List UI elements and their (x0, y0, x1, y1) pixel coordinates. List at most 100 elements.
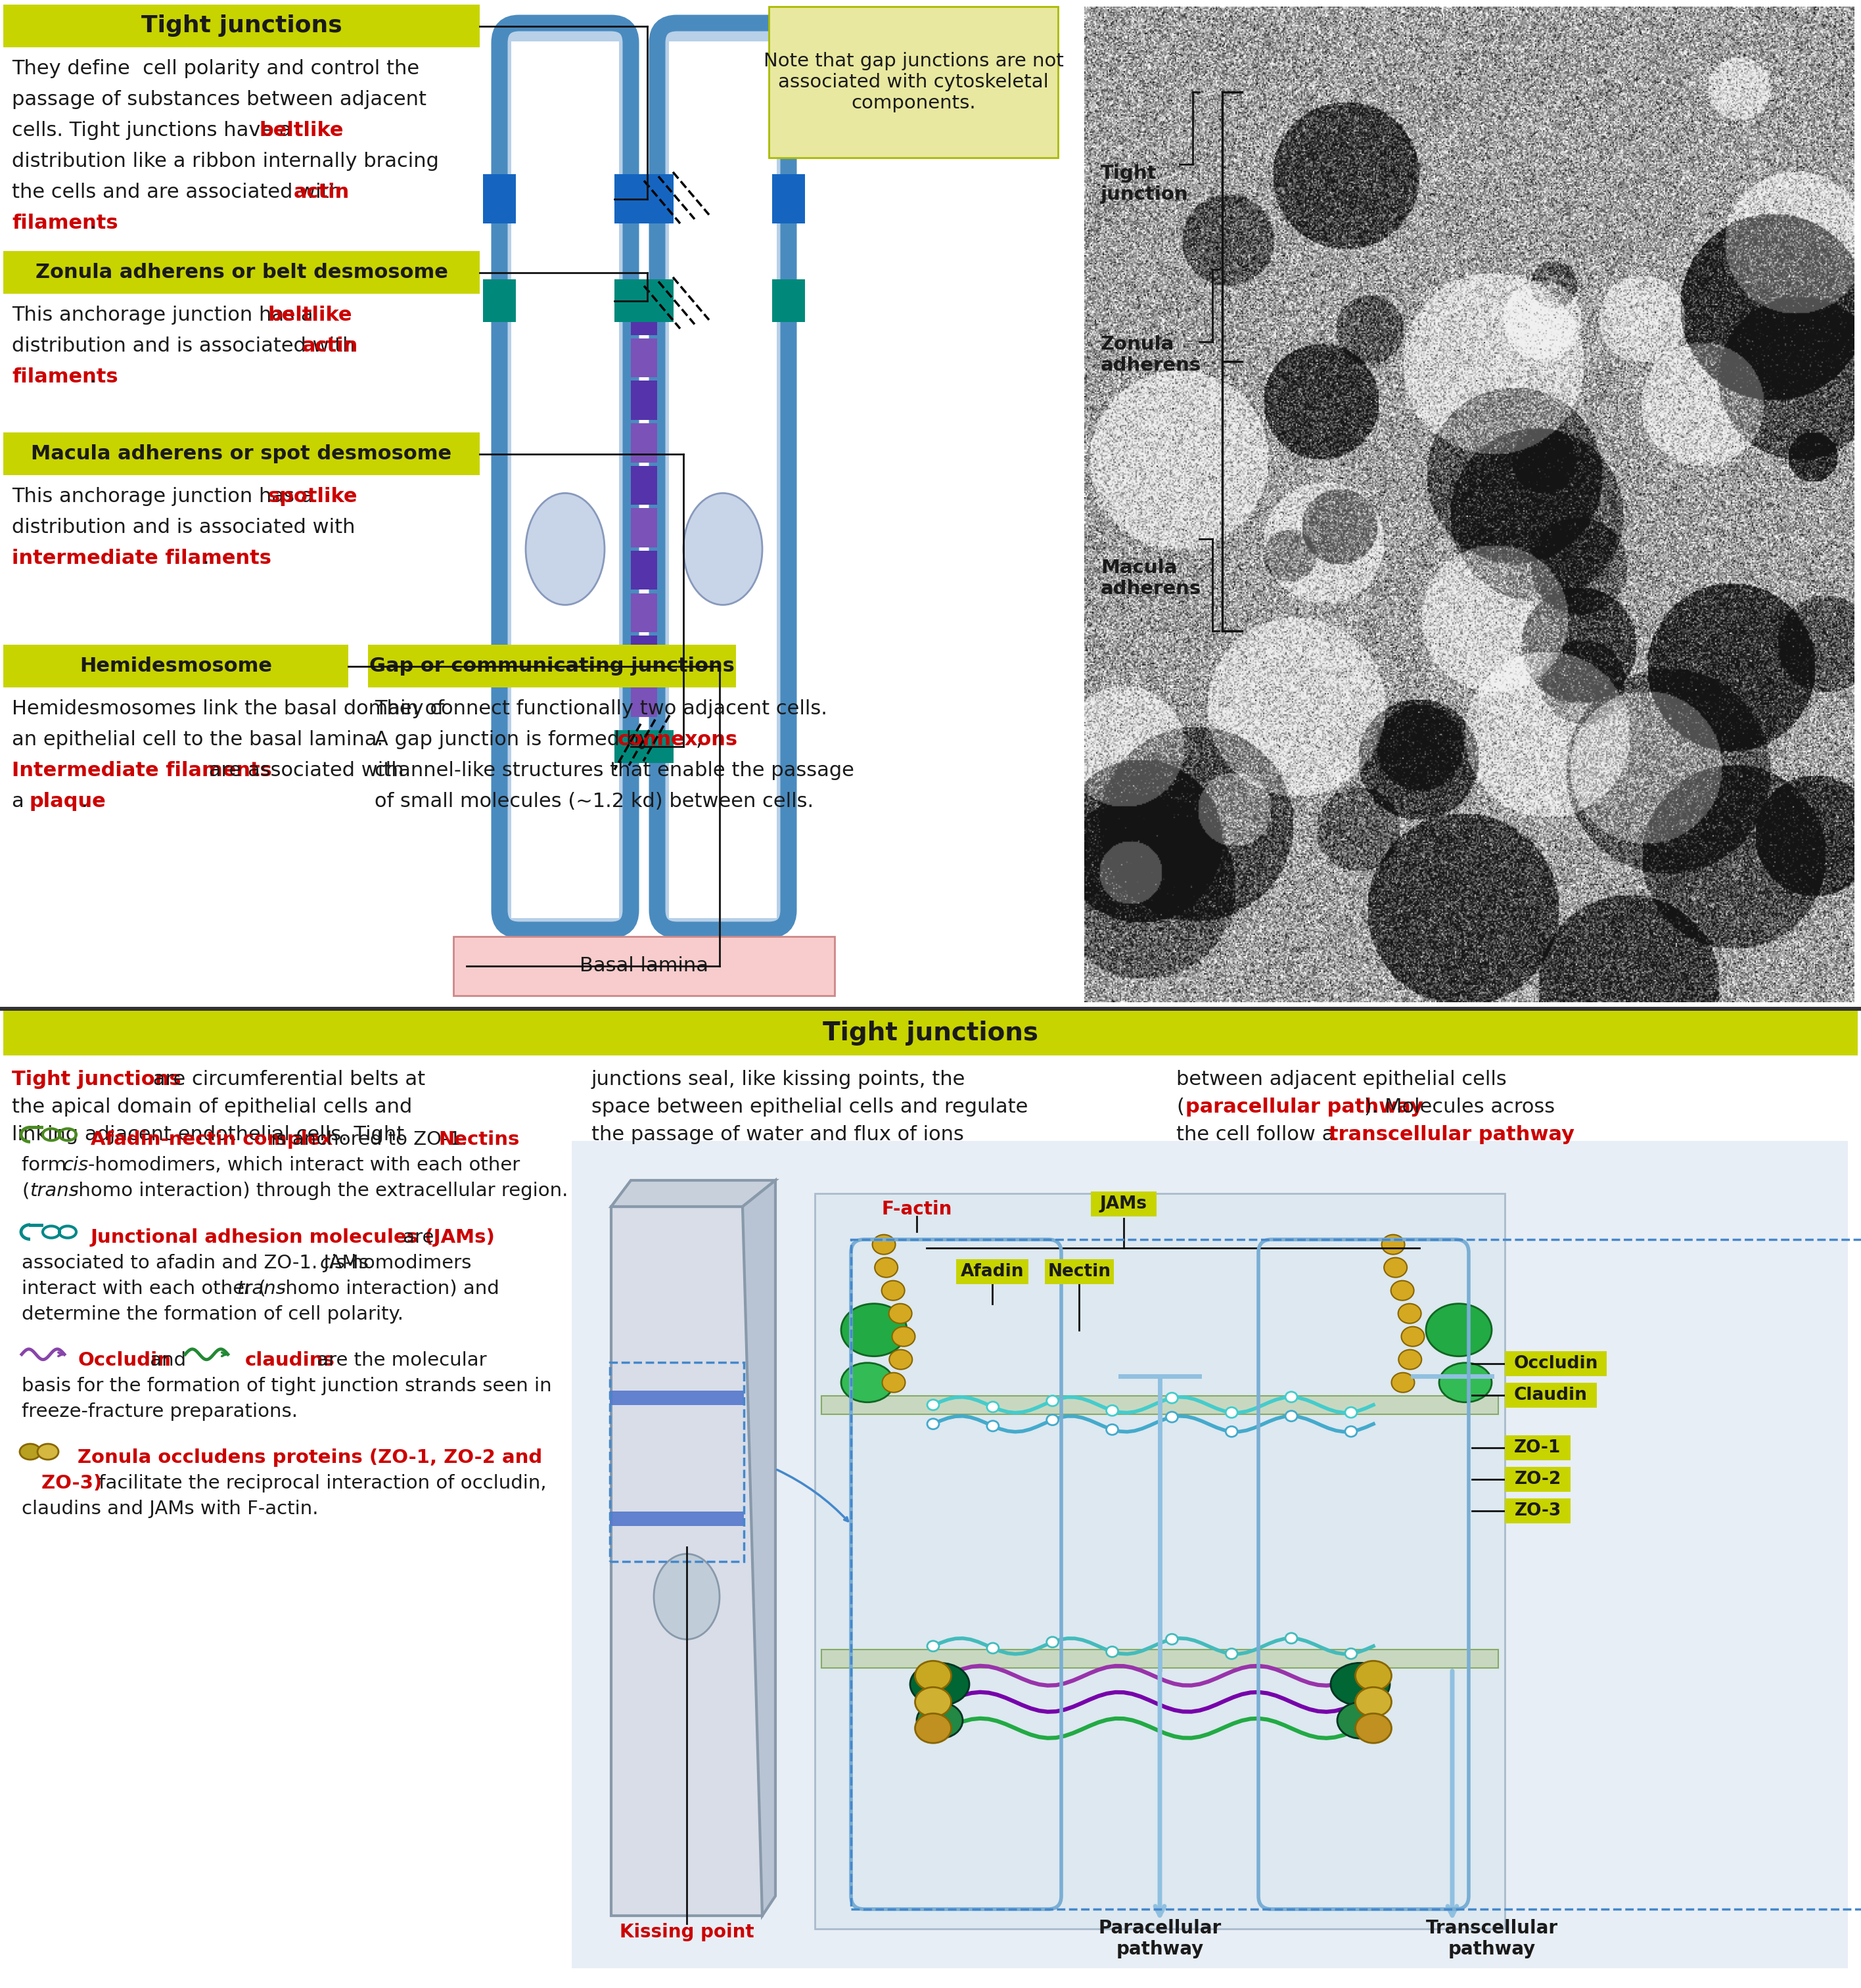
Ellipse shape (986, 1421, 999, 1431)
Bar (1506, 1435, 1571, 1459)
Ellipse shape (1286, 1411, 1297, 1421)
Text: Tight
junction: Tight junction (1100, 165, 1189, 205)
Text: Zonula adherens or belt desmosome: Zonula adherens or belt desmosome (35, 262, 449, 282)
Text: claudins: claudins (244, 1352, 335, 1370)
Ellipse shape (1398, 1304, 1422, 1324)
Bar (1506, 1382, 1597, 1408)
Text: They define  cell polarity and control the: They define cell polarity and control th… (11, 60, 419, 78)
Ellipse shape (1338, 1702, 1383, 1738)
Text: the cells and are associated with: the cells and are associated with (11, 183, 348, 201)
Text: are the molecular: are the molecular (311, 1352, 488, 1370)
Ellipse shape (1346, 1425, 1357, 1437)
Text: (: ( (22, 1183, 30, 1201)
Text: ZO-2: ZO-2 (1515, 1471, 1561, 1487)
Ellipse shape (882, 1372, 904, 1392)
Text: filaments: filaments (11, 213, 117, 233)
Text: junctions seal, like kissing points, the: junctions seal, like kissing points, the (592, 1070, 966, 1089)
Ellipse shape (1355, 1714, 1392, 1743)
Ellipse shape (1105, 1646, 1118, 1658)
Ellipse shape (841, 1364, 893, 1402)
Text: .: . (89, 213, 97, 233)
Bar (571, 1141, 1848, 1968)
Ellipse shape (1426, 1304, 1493, 1356)
Bar (1506, 1467, 1571, 1491)
Ellipse shape (1385, 1258, 1407, 1278)
Bar (668, 42, 776, 918)
Text: an epithelial cell to the basal lamina.: an epithelial cell to the basal lamina. (11, 730, 383, 749)
Text: claudins and JAMs with F-actin.: claudins and JAMs with F-actin. (22, 1499, 318, 1519)
Text: Kissing point: Kissing point (620, 1922, 754, 1942)
Ellipse shape (916, 1688, 951, 1718)
Ellipse shape (916, 1714, 951, 1743)
Text: Zonula
adherens: Zonula adherens (1100, 336, 1202, 374)
Text: Occludin: Occludin (78, 1352, 171, 1370)
Ellipse shape (1399, 1350, 1422, 1370)
Text: the passage of water and flux of ions: the passage of water and flux of ions (592, 1125, 964, 1145)
Bar (815, 1193, 1506, 1928)
Ellipse shape (891, 1326, 916, 1346)
Ellipse shape (916, 1660, 951, 1690)
Text: Intermediate filaments: Intermediate filaments (11, 761, 272, 779)
Bar (772, 278, 806, 322)
Text: distribution and is associated with: distribution and is associated with (11, 517, 355, 537)
Bar (640, 278, 674, 322)
Text: cis: cis (320, 1254, 346, 1272)
Text: ZO-3: ZO-3 (1515, 1503, 1561, 1519)
Text: trans: trans (30, 1183, 80, 1201)
Bar (610, 1511, 744, 1525)
Ellipse shape (1331, 1662, 1390, 1706)
Text: Hemidesmosomes link the basal domain of: Hemidesmosomes link the basal domain of (11, 700, 445, 718)
Text: transcellular pathway: transcellular pathway (1329, 1125, 1574, 1145)
Ellipse shape (1105, 1406, 1118, 1415)
Bar (610, 1362, 744, 1561)
Text: a: a (11, 791, 30, 811)
Text: Afadin-nectin complex: Afadin-nectin complex (91, 1131, 333, 1149)
Bar (614, 175, 648, 223)
Ellipse shape (1105, 1423, 1118, 1435)
Bar (631, 678, 657, 718)
Text: actin: actin (301, 336, 359, 356)
Ellipse shape (1226, 1648, 1238, 1660)
FancyBboxPatch shape (499, 24, 631, 930)
Bar (454, 936, 834, 996)
Ellipse shape (1167, 1634, 1178, 1644)
Ellipse shape (1046, 1396, 1059, 1406)
Bar (610, 1392, 744, 1406)
Text: .: . (1517, 1125, 1522, 1145)
Ellipse shape (1355, 1660, 1392, 1690)
FancyBboxPatch shape (657, 24, 789, 930)
Text: ,: , (696, 730, 702, 749)
Text: are associated with: are associated with (203, 761, 404, 779)
Polygon shape (743, 1181, 776, 1916)
Text: Gap or communicating junctions: Gap or communicating junctions (368, 656, 735, 676)
Ellipse shape (1346, 1408, 1357, 1417)
Text: -homo interaction) through the extracellular region.: -homo interaction) through the extracell… (71, 1183, 568, 1201)
Ellipse shape (20, 1443, 41, 1459)
Text: channel-like structures that enable the passage: channel-like structures that enable the … (374, 761, 854, 779)
Text: spotlike: spotlike (268, 487, 357, 507)
Text: Nectins: Nectins (439, 1131, 519, 1149)
Text: Macula adherens or spot desmosome: Macula adherens or spot desmosome (32, 443, 452, 463)
Text: Zonula occludens proteins (ZO-1, ZO-2 and: Zonula occludens proteins (ZO-1, ZO-2 an… (78, 1449, 542, 1467)
Bar (512, 42, 620, 918)
Bar (640, 175, 674, 223)
Text: trans: trans (236, 1280, 287, 1298)
Ellipse shape (1046, 1415, 1059, 1425)
Text: interact with each other (: interact with each other ( (22, 1280, 266, 1298)
Ellipse shape (927, 1419, 940, 1429)
Ellipse shape (875, 1258, 897, 1278)
Bar (1506, 1352, 1606, 1376)
Text: Tight junctions: Tight junctions (11, 1070, 181, 1089)
Bar (631, 592, 657, 632)
Text: connexons: connexons (618, 730, 737, 749)
Text: paracellular pathway: paracellular pathway (1185, 1097, 1424, 1117)
Ellipse shape (917, 1702, 962, 1738)
Bar (0, 1006, 1861, 1010)
Text: filaments: filaments (11, 368, 117, 386)
Text: A gap junction is formed by: A gap junction is formed by (374, 730, 657, 749)
Polygon shape (610, 1207, 763, 1916)
Text: Junctional adhesion molecules (JAMs): Junctional adhesion molecules (JAMs) (91, 1229, 495, 1246)
Text: intermediate filaments: intermediate filaments (11, 549, 272, 569)
Text: facilitate the reciprocal interaction of occludin,: facilitate the reciprocal interaction of… (93, 1473, 547, 1493)
Ellipse shape (890, 1304, 912, 1324)
